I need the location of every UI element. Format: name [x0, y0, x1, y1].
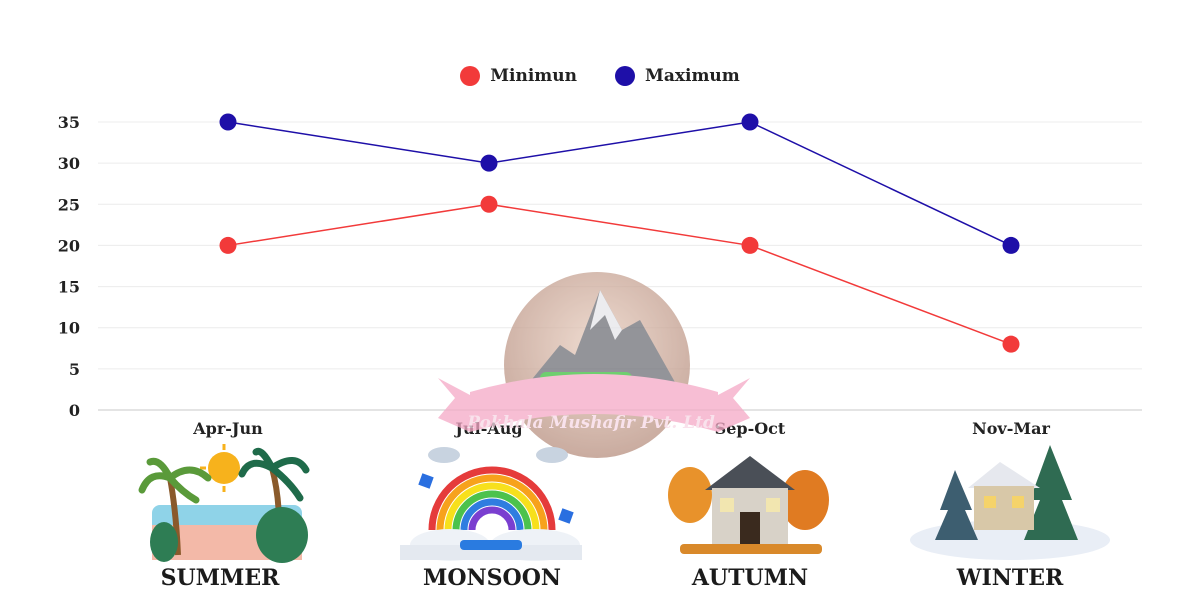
series-layer: [219, 113, 1020, 353]
y-tick-label: 20: [58, 236, 80, 255]
y-tick-label: 10: [58, 319, 80, 338]
legend-swatch-minimum: [460, 66, 481, 86]
legend-swatch-maximum: [615, 66, 636, 86]
watermark-logo: Pokhala Mushafir Pvt. Ltd.: [438, 272, 750, 458]
data-point-minimum[interactable]: [741, 236, 759, 254]
season-label-winter: WINTER: [956, 565, 1064, 591]
y-tick-label: 15: [58, 278, 80, 297]
data-point-minimum[interactable]: [1002, 335, 1020, 353]
y-tick-label: 35: [58, 113, 80, 132]
data-point-maximum[interactable]: [741, 113, 759, 131]
x-tick-label: Apr-Jun: [192, 419, 263, 438]
summer-palm-beach-icon: [138, 444, 310, 563]
y-axis: 0 5 10 15 20 25 30 35: [58, 113, 80, 420]
watermark-text: Pokhala Mushafir Pvt. Ltd.: [466, 413, 721, 433]
season-label-monsoon: MONSOON: [423, 565, 561, 591]
rainbow-cloud-icon: [400, 447, 582, 561]
y-tick-label: 30: [58, 154, 80, 173]
season-label-autumn: AUTUMN: [691, 565, 808, 591]
data-point-maximum[interactable]: [219, 113, 237, 131]
y-tick-label: 5: [69, 360, 80, 379]
legend-item-minimum[interactable]: Minimun: [460, 66, 577, 86]
y-tick-label: 25: [58, 195, 80, 214]
data-point-minimum[interactable]: [219, 236, 237, 254]
data-point-minimum[interactable]: [480, 195, 498, 213]
x-tick-label: Nov-Mar: [972, 419, 1050, 438]
legend-label-minimum: Minimun: [490, 66, 578, 86]
season-label-summer: SUMMER: [161, 565, 281, 591]
series-line-minimum: [227, 203, 1012, 345]
snowy-cabin-icon: [910, 445, 1110, 560]
series-line-maximum: [227, 121, 1012, 247]
legend: Minimun Maximum: [0, 62, 1200, 90]
legend-label-maximum: Maximum: [645, 66, 740, 86]
autumn-house-icon: [668, 456, 829, 554]
data-point-maximum[interactable]: [480, 154, 498, 172]
ribbon-banner: [438, 374, 750, 432]
data-point-maximum[interactable]: [1002, 236, 1020, 254]
legend-item-maximum[interactable]: Maximum: [615, 66, 740, 86]
y-tick-label: 0: [69, 401, 80, 420]
